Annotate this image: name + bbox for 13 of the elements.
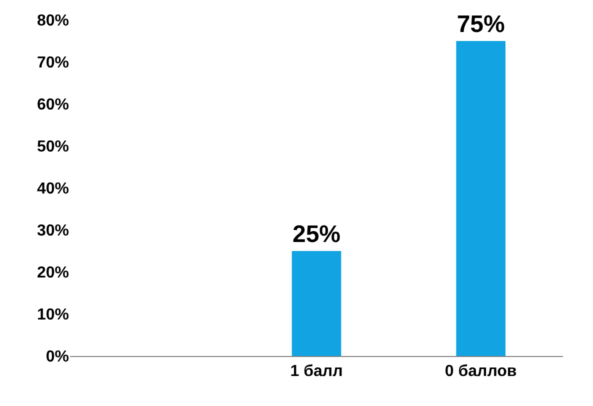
data-label: 75%	[456, 11, 505, 38]
y-tick-label: 30%	[36, 222, 69, 240]
y-tick-label: 0%	[46, 348, 69, 366]
x-tick-label: 0 баллов	[444, 363, 517, 380]
y-tick-label: 10%	[36, 306, 69, 324]
x-tick-label: 1 балл	[290, 363, 343, 380]
y-tick-label: 20%	[36, 264, 69, 282]
data-label: 25%	[292, 221, 341, 248]
y-tick-label: 80%	[36, 12, 69, 30]
y-tick-label: 70%	[36, 54, 69, 72]
y-tick-label: 40%	[36, 180, 69, 198]
y-tick-label: 60%	[36, 96, 69, 114]
y-tick-label: 50%	[36, 138, 69, 156]
